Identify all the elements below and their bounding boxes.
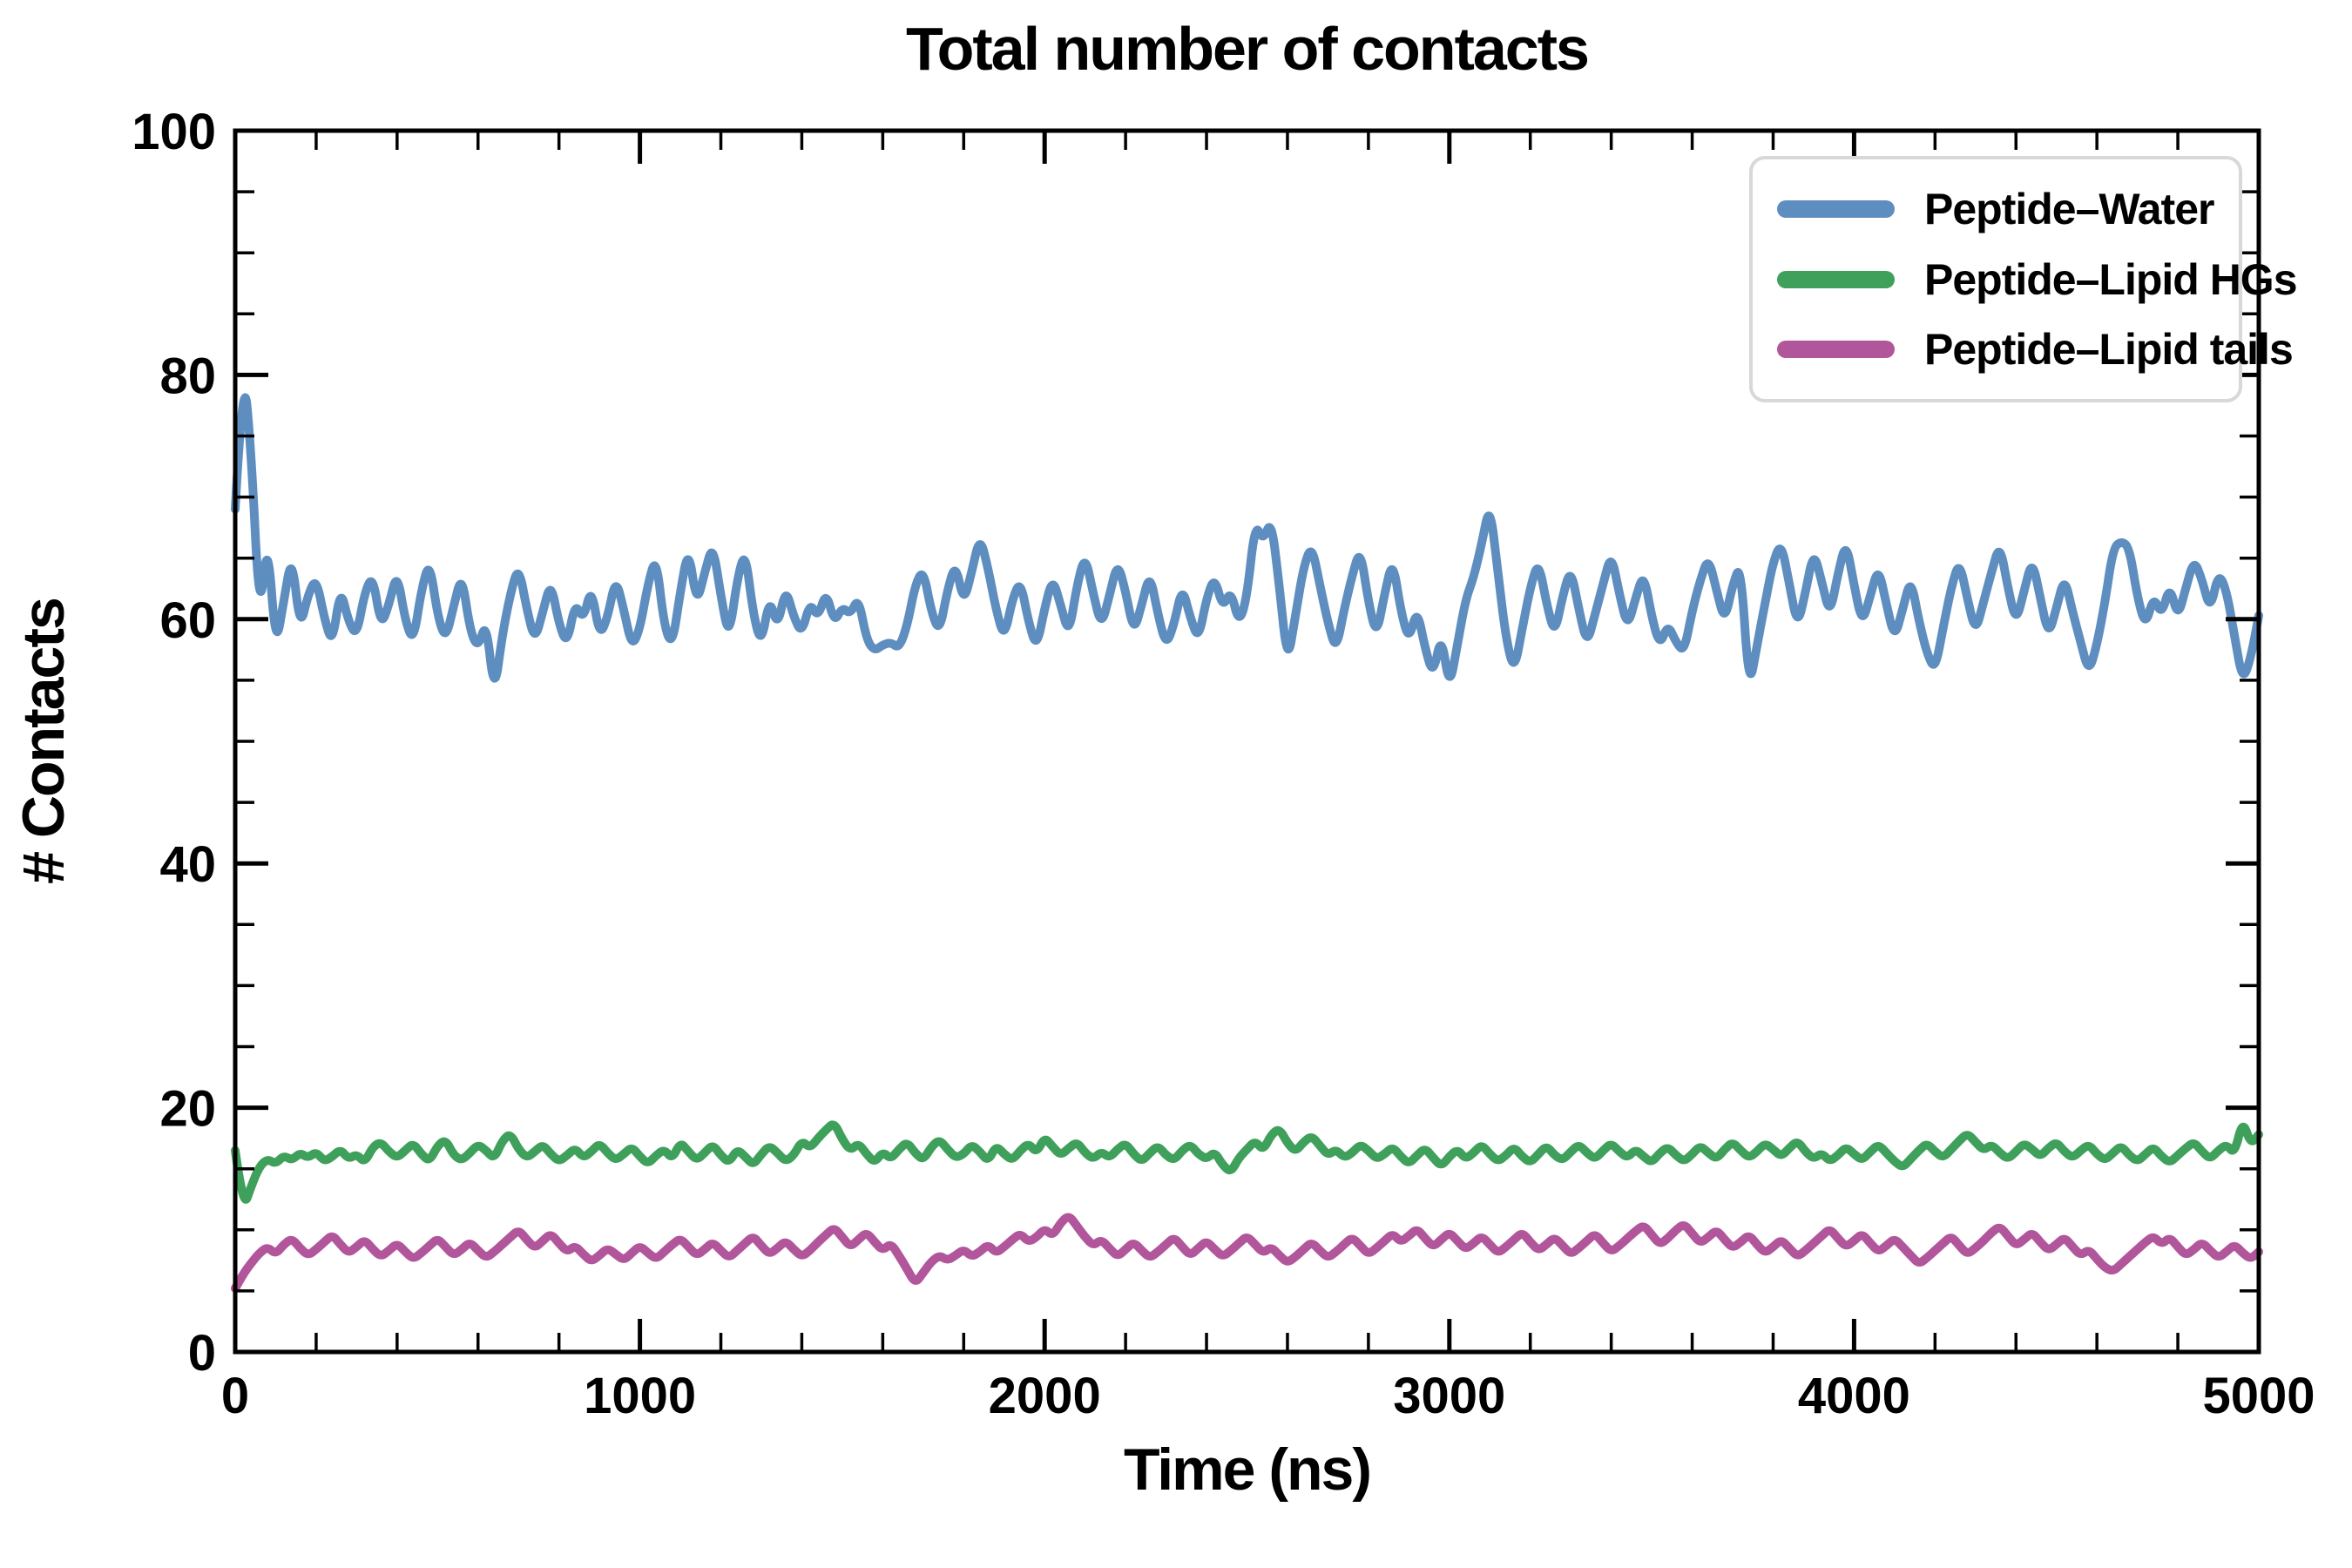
legend-item-peptide-lipid-hgs: Peptide–Lipid HGs (1753, 254, 2298, 305)
legend-swatch-peptide-lipid-tails (1777, 340, 1895, 358)
y-axis-label-text: # Contacts (10, 598, 78, 884)
y-tick-label: 20 (159, 1081, 216, 1138)
legend-item-peptide-lipid-tails: Peptide–Lipid tails (1753, 324, 2294, 375)
chart-title: Total number of contacts (906, 15, 1590, 83)
series-line-peptide-lipid-tails (231, 1213, 2263, 1294)
x-tick-label: 5000 (2202, 1368, 2315, 1424)
x-tick-label: 1000 (584, 1368, 696, 1424)
legend-swatch-peptide-lipid-hgs (1777, 270, 1895, 288)
legend-label-peptide-water: Peptide–Water (1924, 185, 2214, 234)
legend-label-peptide-lipid-tails: Peptide–Lipid tails (1924, 324, 2294, 374)
y-tick-label: 60 (159, 592, 216, 649)
x-tick-label: 3000 (1393, 1368, 1505, 1424)
series-line-peptide-lipid-hgs (231, 1120, 2263, 1204)
y-axis-label: # Contacts (0, 131, 87, 1352)
x-tick-label: 2000 (989, 1368, 1101, 1424)
x-axis-label: Time (ns) (1123, 1436, 1372, 1503)
y-tick-label: 0 (188, 1325, 216, 1382)
series-line-peptide-water (231, 393, 2263, 683)
y-tick-label: 80 (159, 348, 216, 404)
y-tick-label: 40 (159, 836, 216, 893)
x-tick-label: 4000 (1798, 1368, 1910, 1424)
x-tick-label: 0 (221, 1368, 249, 1424)
y-tick-label: 100 (132, 104, 216, 160)
legend-label-peptide-lipid-hgs: Peptide–Lipid HGs (1924, 254, 2298, 304)
legend-item-peptide-water: Peptide–Water (1753, 184, 2239, 234)
legend-swatch-peptide-water (1777, 200, 1895, 219)
legend: Peptide–Water Peptide–Lipid HGs Peptide–Li… (1749, 156, 2298, 402)
